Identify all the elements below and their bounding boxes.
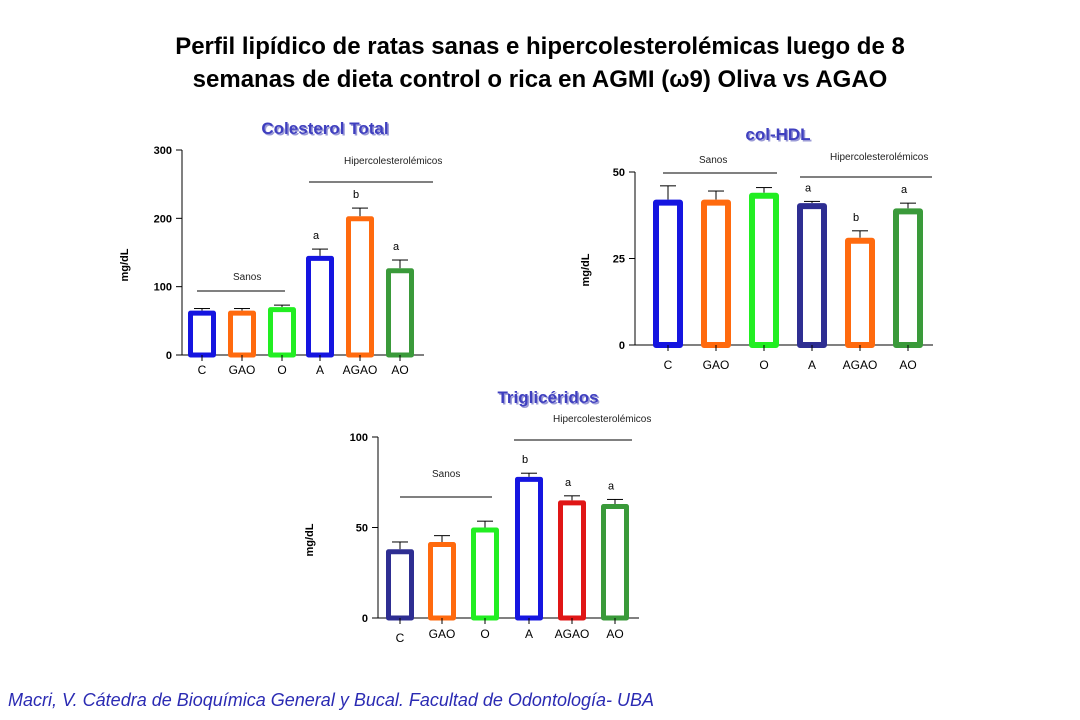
- group-label: Hipercolesterolémicos: [344, 156, 442, 167]
- significance-letter: a: [805, 182, 812, 194]
- significance-letter: b: [522, 454, 528, 466]
- group-label: Sanos: [233, 272, 261, 283]
- significance-letter: a: [313, 230, 320, 242]
- bar-A: [515, 476, 543, 621]
- page-title-line-2: semanas de dieta control o rica en AGMI …: [192, 66, 888, 93]
- x-category-label: A: [808, 358, 816, 372]
- x-category-label: A: [525, 627, 533, 641]
- y-tick-label: 25: [613, 254, 625, 266]
- footer-citation: Macri, V. Cátedra de Bioquímica General …: [8, 690, 654, 710]
- group-label: Sanos: [699, 155, 727, 166]
- x-category-label: C: [198, 363, 207, 377]
- x-category-label: AGAO: [843, 358, 878, 372]
- y-tick-label: 100: [350, 432, 368, 444]
- x-category-label: C: [396, 631, 405, 645]
- significance-letter: b: [853, 212, 859, 224]
- page-title-line-1: Perfil lipídico de ratas sanas e hiperco…: [175, 33, 905, 60]
- significance-letter: a: [608, 480, 615, 492]
- y-axis-label: mg/dL: [580, 253, 592, 286]
- bar-O: [471, 527, 499, 621]
- x-category-label: C: [664, 358, 673, 372]
- x-category-label: AO: [606, 627, 623, 641]
- chart-title: col-HDL: [745, 125, 810, 144]
- chart-title: Colesterol Total: [261, 119, 388, 138]
- significance-letter: a: [565, 477, 572, 489]
- y-axis-label: mg/dL: [119, 248, 131, 281]
- x-category-label: GAO: [229, 363, 256, 377]
- chart-title: Triglicéridos: [497, 388, 598, 407]
- y-axis-label: mg/dL: [304, 523, 316, 556]
- x-category-label: AO: [391, 363, 408, 377]
- bar-AGAO: [558, 500, 586, 621]
- group-label: Sanos: [432, 469, 460, 480]
- y-tick-label: 0: [619, 340, 625, 352]
- x-category-label: AGAO: [343, 363, 378, 377]
- y-tick-label: 0: [166, 350, 172, 362]
- bar-C: [386, 549, 414, 621]
- x-category-label: AO: [899, 358, 916, 372]
- x-category-label: O: [480, 627, 489, 641]
- page-title: Perfil lipídico de ratas sanas e hiperco…: [0, 30, 1080, 96]
- chart-title-shadow: col-HDL: [747, 127, 812, 146]
- y-tick-label: 50: [356, 523, 368, 535]
- y-tick-label: 50: [613, 167, 625, 179]
- bar-GAO: [428, 541, 456, 621]
- group-label: Hipercolesterolémicos: [830, 152, 928, 163]
- bar-AO: [601, 503, 629, 621]
- x-category-label: AGAO: [555, 627, 590, 641]
- x-category-label: O: [277, 363, 286, 377]
- chart-title-shadow: Colesterol Total: [263, 121, 390, 140]
- y-tick-label: 100: [154, 282, 172, 294]
- y-tick-label: 200: [154, 213, 172, 225]
- significance-letter: b: [353, 189, 359, 201]
- chart-title-shadow: Triglicéridos: [499, 390, 600, 409]
- x-category-label: O: [759, 358, 768, 372]
- group-label: Hipercolesterolémicos: [553, 414, 651, 425]
- y-tick-label: 300: [154, 145, 172, 157]
- x-category-label: GAO: [703, 358, 730, 372]
- y-tick-label: 0: [362, 613, 368, 625]
- x-category-label: A: [316, 363, 324, 377]
- x-category-label: GAO: [429, 627, 456, 641]
- significance-letter: a: [393, 241, 400, 253]
- significance-letter: a: [901, 184, 908, 196]
- bar-C: [653, 199, 683, 348]
